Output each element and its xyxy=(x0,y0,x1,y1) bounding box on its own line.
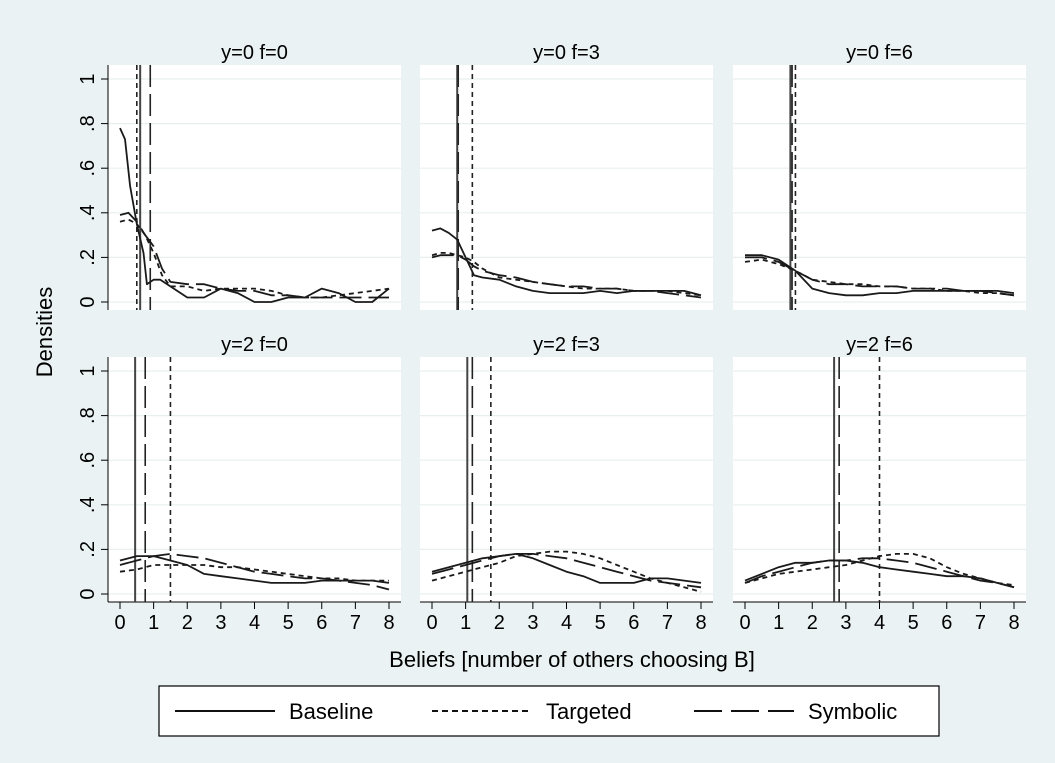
series-line-targeted xyxy=(431,550,702,593)
x-axis-title: Beliefs [number of others choosing B] xyxy=(389,647,755,672)
series-line-symbolic xyxy=(431,254,702,299)
y-tick-label: .6 xyxy=(77,452,99,469)
plot-area xyxy=(420,65,713,310)
series-line-baseline xyxy=(744,559,1015,589)
panel-title-strip xyxy=(420,332,713,357)
x-tick-label: 0 xyxy=(114,612,125,634)
series-line-symbolic xyxy=(119,211,389,299)
y-tick-label: 1 xyxy=(77,365,99,376)
x-tick-label: 5 xyxy=(283,612,294,634)
x-tick-label: 6 xyxy=(316,612,327,634)
panel-title-strip xyxy=(420,40,713,65)
x-tick-label: 6 xyxy=(941,612,952,634)
legend-label-targeted: Targeted xyxy=(546,699,632,724)
x-tick-label: 1 xyxy=(460,612,471,634)
x-tick-label: 0 xyxy=(739,612,750,634)
y-tick-label: .2 xyxy=(77,541,99,558)
series-line-targeted xyxy=(119,564,389,582)
x-tick-label: 3 xyxy=(215,612,226,634)
y-axis-title: Densities xyxy=(32,287,57,377)
plot-area xyxy=(733,65,1026,310)
x-tick-label: 3 xyxy=(840,612,851,634)
panel-title-strip xyxy=(108,40,401,65)
panel-y-2-f-6: y=2 f=6 0 1 2 3 4 5 6 7 8 xyxy=(733,332,1026,634)
x-tick-label: 4 xyxy=(561,612,572,634)
series-line-symbolic xyxy=(745,256,1015,297)
series-line-baseline xyxy=(119,127,390,303)
x-tick-label: 5 xyxy=(595,612,606,634)
panel-y-0-f-3: y=0 f=3 xyxy=(420,40,713,310)
series-line-targeted xyxy=(119,218,390,299)
panel-title-strip xyxy=(733,332,1026,357)
series-line-baseline xyxy=(119,555,390,584)
panel-y-2-f-0: y=2 f=0 0 .2 .4 .6 .8 1 0 1 2 3 4 5 6 7 8 xyxy=(77,332,401,634)
x-tick-label: 6 xyxy=(628,612,639,634)
panel-title: y=2 f=0 xyxy=(221,334,288,356)
x-tick-label: 8 xyxy=(695,612,706,634)
x-tick-label: 7 xyxy=(975,612,986,634)
y-tick-label: .8 xyxy=(77,407,99,424)
series-line-targeted xyxy=(744,553,1015,586)
y-tick-label: .8 xyxy=(77,115,99,132)
y-tick-label: 1 xyxy=(77,73,99,84)
x-tick-label: 2 xyxy=(182,612,193,634)
y-tick-label: .2 xyxy=(77,249,99,266)
legend-box xyxy=(158,685,940,737)
legend-label-symbolic: Symbolic xyxy=(808,699,897,724)
panel-y-0-f-6: y=0 f=6 xyxy=(733,40,1026,310)
panel-title: y=0 f=6 xyxy=(846,42,913,64)
x-tick-label: 1 xyxy=(773,612,784,634)
series-line-symbolic xyxy=(744,557,1015,589)
y-tick-label: .4 xyxy=(77,204,99,221)
x-tick-label: 0 xyxy=(426,612,437,634)
panel-title: y=0 f=0 xyxy=(221,42,288,64)
panel-title: y=0 f=3 xyxy=(533,42,600,64)
x-tick-label: 8 xyxy=(1008,612,1019,634)
panel-title: y=2 f=6 xyxy=(846,334,913,356)
x-tick-label: 1 xyxy=(148,612,159,634)
series-line-targeted xyxy=(431,252,702,297)
y-tick-label: .6 xyxy=(77,160,99,177)
x-tick-label: 2 xyxy=(807,612,818,634)
y-tick-label: 0 xyxy=(77,296,99,307)
panel-y-0-f-0: y=0 f=0 0 .2 .4 .6 .8 1 xyxy=(77,40,401,310)
panel-y-2-f-3: y=2 f=3 0 1 2 3 4 5 6 7 8 xyxy=(420,332,713,634)
x-tick-label: 2 xyxy=(494,612,505,634)
x-tick-label: 5 xyxy=(908,612,919,634)
series-line-symbolic xyxy=(431,553,702,589)
x-tick-label: 7 xyxy=(350,612,361,634)
y-tick-label: 0 xyxy=(77,588,99,599)
series-line-baseline xyxy=(431,553,702,584)
series-line-symbolic xyxy=(119,553,390,591)
legend: Baseline Targeted Symbolic xyxy=(158,685,940,737)
panel-title-strip xyxy=(108,332,401,357)
y-tick-label: .4 xyxy=(77,496,99,513)
x-tick-label: 3 xyxy=(527,612,538,634)
panel-title-strip xyxy=(733,40,1026,65)
x-tick-label: 4 xyxy=(874,612,885,634)
panel-title: y=2 f=3 xyxy=(533,334,600,356)
x-tick-label: 8 xyxy=(383,612,394,634)
legend-label-baseline: Baseline xyxy=(289,699,373,724)
plot-area xyxy=(108,65,401,310)
x-tick-label: 7 xyxy=(662,612,673,634)
x-tick-label: 4 xyxy=(249,612,260,634)
plot-area xyxy=(108,357,401,602)
